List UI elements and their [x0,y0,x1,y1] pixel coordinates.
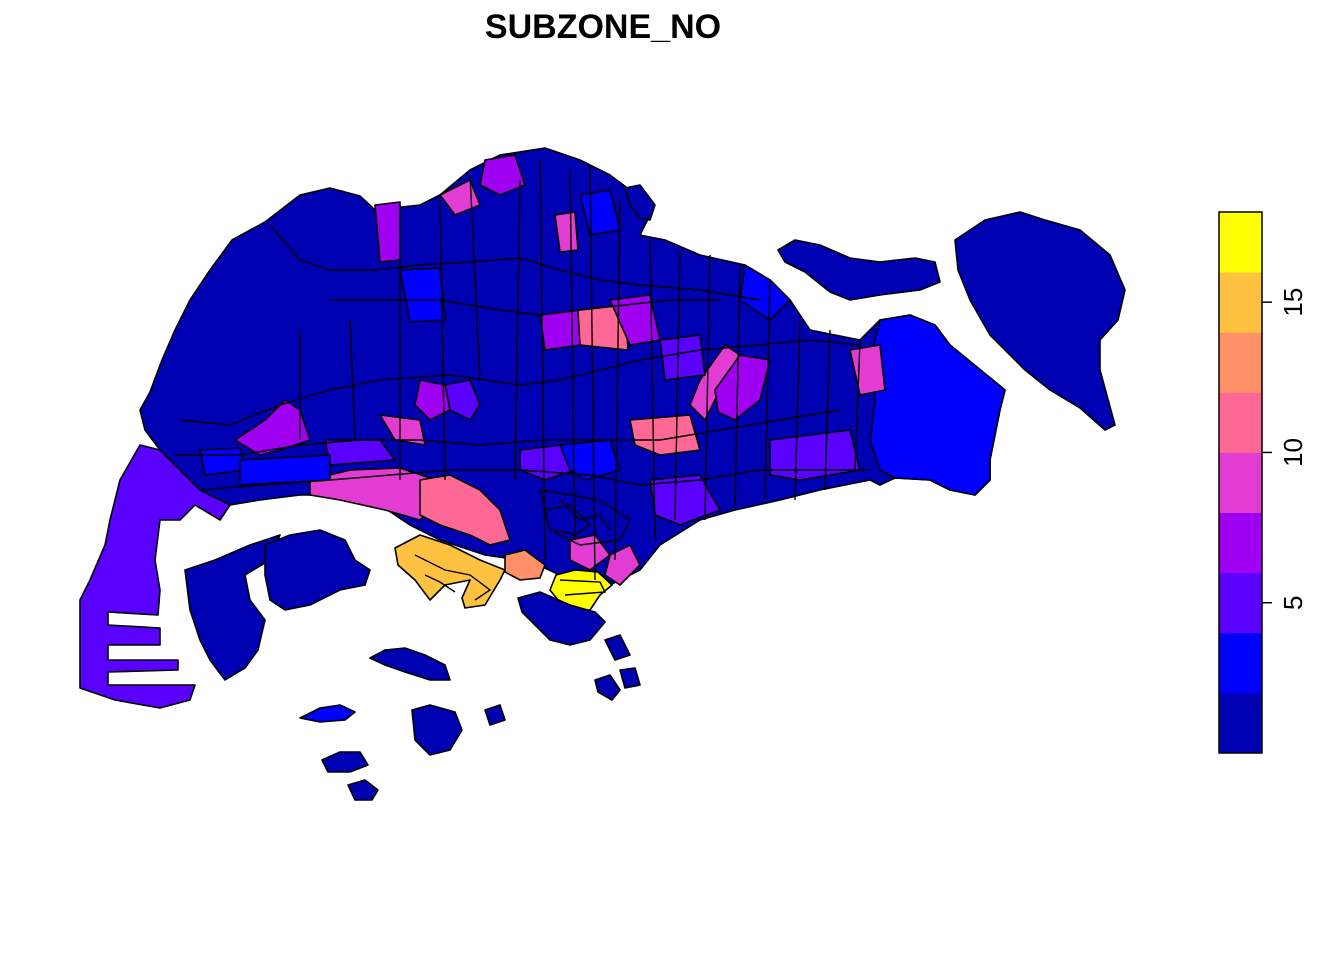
region-central-20 [769,429,861,481]
region-island-semakau [411,704,463,756]
region-jurong-island [184,534,281,681]
region-island-small-1 [299,704,356,723]
legend-border [1218,211,1263,754]
choropleth-map [79,147,1126,801]
region-pulau-ubin [777,239,941,301]
region-central-4 [539,309,581,351]
region-island-st-johns [369,647,451,681]
region-central-2 [374,201,401,263]
region-central-16 [559,439,621,481]
subzone-borders [175,159,870,601]
region-jurong-island-2 [264,529,371,611]
region-island-changi-east [624,184,656,221]
region-queenstown [419,474,511,546]
legend-swatch [1219,572,1262,634]
legend-swatch [1219,272,1262,333]
legend-ticks: 5 10 15 [1262,288,1308,610]
legend-swatch [1219,392,1262,453]
legend-swatch [1219,632,1262,694]
region-central-10 [414,379,451,421]
region-changi [869,314,1006,496]
region-south-1 [569,534,611,571]
region-island-small-2 [321,751,369,773]
region-central-3 [399,267,446,323]
legend-tick-label: 5 [1278,595,1308,609]
region-southern-island [517,591,606,646]
legend-swatch [1219,452,1262,514]
region-south-2 [604,544,641,586]
region-island-small-7 [604,634,631,661]
region-island-small-4 [484,704,506,726]
region-east-1 [739,264,791,321]
region-central-13 [199,447,246,476]
region-bukit-batok [234,399,311,456]
legend-tick-label: 10 [1278,438,1308,467]
region-tuas [79,444,231,709]
region-central-11 [379,414,426,446]
legend-swatch [1219,212,1262,273]
region-island-small-5 [594,674,621,701]
region-central-18 [659,334,706,381]
map-title: SUBZONE_NO [485,8,721,46]
legend-swatch [1219,692,1262,754]
legend-swatch [1219,512,1262,574]
legend-tick-label: 15 [1278,288,1308,317]
region-north-1 [479,154,526,196]
region-pulau-tekong [954,211,1126,431]
region-central-9 [714,354,771,421]
legend-colorbar [1218,211,1263,754]
region-island-small-6 [619,667,641,689]
region-central-6 [554,211,579,253]
region-island-small-3 [347,779,379,801]
legend-swatch [1219,332,1262,393]
region-central-7 [629,414,701,456]
region-bukit-merah-2 [504,549,546,581]
